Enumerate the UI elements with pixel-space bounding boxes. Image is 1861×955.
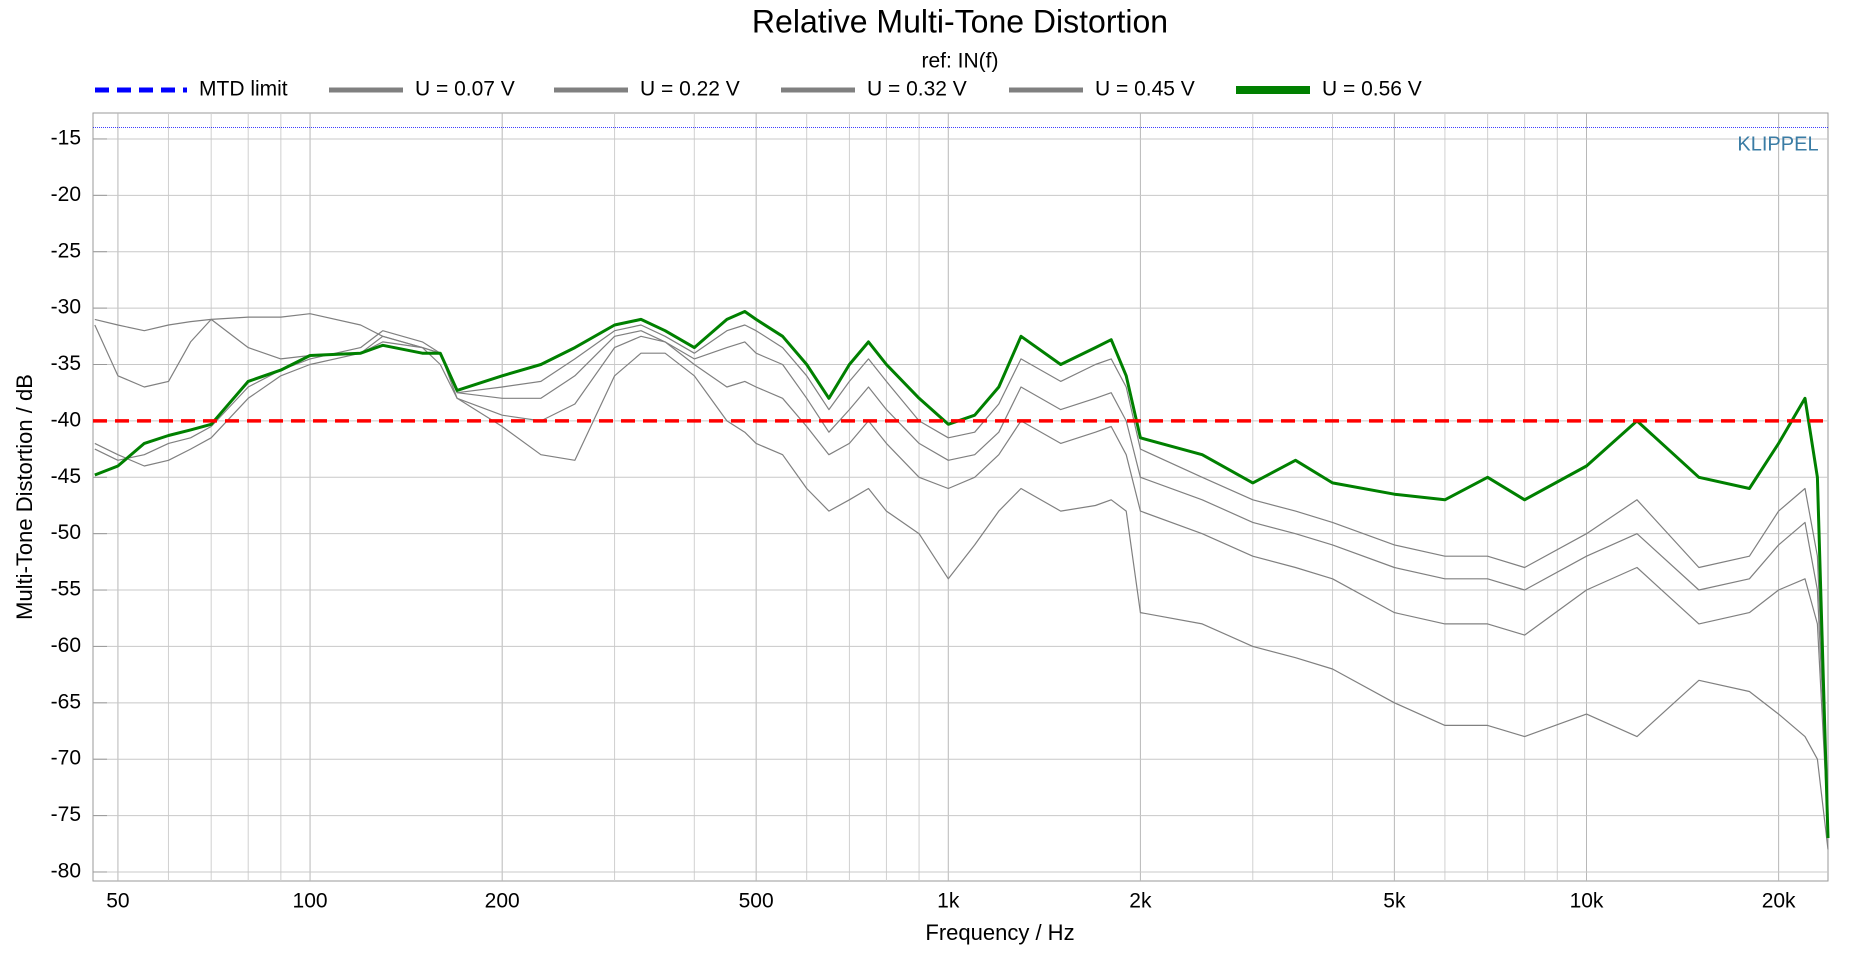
y-tick-label: -60 <box>51 634 81 657</box>
plot-area <box>92 112 1829 882</box>
series-line <box>94 324 1829 816</box>
x-tick-label: 50 <box>106 890 129 913</box>
y-axis-label: Multi-Tone Distortion / dB <box>12 374 37 620</box>
x-tick-label: 500 <box>739 890 774 913</box>
x-axis-label: Frequency / Hz <box>925 920 1074 945</box>
series-line <box>94 310 1830 839</box>
y-tick-label: -35 <box>51 352 81 375</box>
legend-label: U = 0.32 V <box>867 78 967 101</box>
y-tick-label: -30 <box>51 296 81 319</box>
y-tick-label: -80 <box>51 860 81 883</box>
y-tick-label: -55 <box>51 578 81 601</box>
y-tick-label: -65 <box>51 690 81 713</box>
legend-label: U = 0.22 V <box>640 78 740 101</box>
x-tick-label: 20k <box>1762 890 1796 913</box>
x-tick-label: 1k <box>937 890 960 913</box>
y-tick-label: -20 <box>51 183 81 206</box>
legend-label: U = 0.07 V <box>415 78 515 101</box>
chart-subtitle: ref: IN(f) <box>922 50 999 73</box>
series-line <box>94 313 1829 850</box>
y-tick-label: -15 <box>51 126 81 149</box>
y-tick-label: -40 <box>51 408 81 431</box>
legend-label: MTD limit <box>199 78 288 101</box>
y-tick-label: -45 <box>51 465 81 488</box>
y-tick-label: -70 <box>51 747 81 770</box>
x-tick-label: 5k <box>1383 890 1406 913</box>
annotation: KLIPPEL <box>1737 133 1818 155</box>
x-tick-label: 100 <box>293 890 328 913</box>
y-tick-label: -50 <box>51 521 81 544</box>
x-tick-label: 2k <box>1129 890 1152 913</box>
y-tick-label: -75 <box>51 803 81 826</box>
legend-label: U = 0.45 V <box>1095 78 1195 101</box>
x-tick-label: 10k <box>1570 890 1604 913</box>
x-tick-label: 200 <box>485 890 520 913</box>
legend-label: U = 0.56 V <box>1322 78 1422 101</box>
chart-title: Relative Multi-Tone Distortion <box>752 3 1168 39</box>
y-tick-label: -25 <box>51 239 81 262</box>
